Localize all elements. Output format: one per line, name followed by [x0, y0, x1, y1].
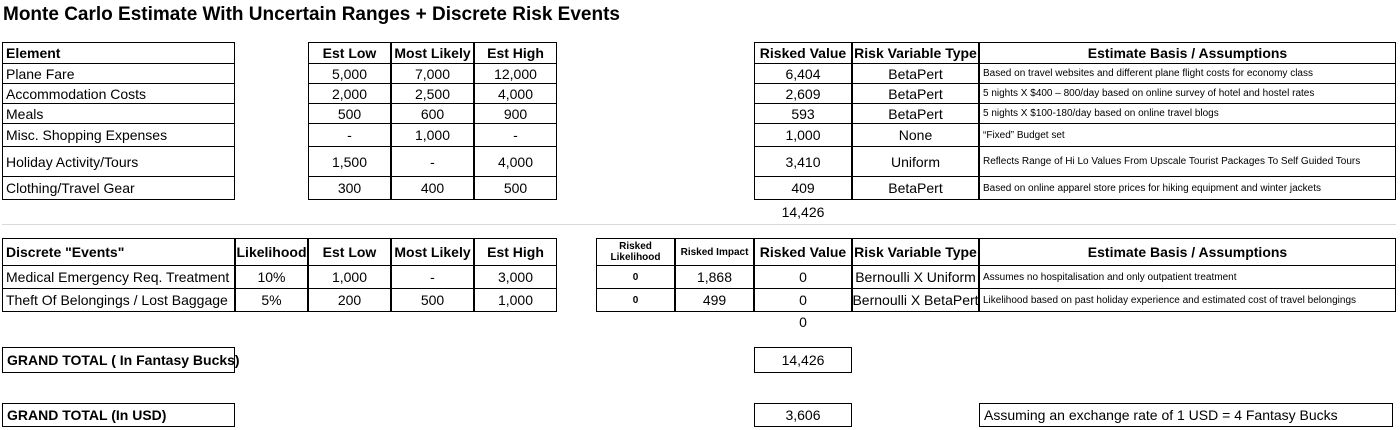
header-basis: Estimate Basis / Assumptions	[979, 238, 1396, 266]
header-risked-value: Risked Value	[754, 238, 852, 266]
cell-est-high: 1,000	[474, 289, 557, 312]
cell-basis: Reflects Range of Hi Lo Values From Upsc…	[979, 147, 1396, 177]
header-est-high: Est High	[474, 238, 557, 266]
header-est-high: Est High	[474, 42, 557, 64]
elements-subtotal: 14,426	[781, 204, 825, 220]
cell-risked-value: 3,410	[754, 147, 852, 177]
cell-risk-type: Bernoulli X BetaPert	[852, 289, 979, 312]
header-risk-variable-type: Risk Variable Type	[852, 238, 979, 266]
header-risk-variable-type: Risk Variable Type	[852, 42, 979, 64]
header-est-low: Est Low	[308, 238, 391, 266]
header-risked-likelihood: Risked Likelihood	[596, 238, 675, 266]
cell-element: Accommodation Costs	[2, 84, 235, 104]
sheet-title: Monte Carlo Estimate With Uncertain Rang…	[3, 4, 620, 25]
cell-est-high: 500	[474, 177, 557, 200]
cell-est-high: 4,000	[474, 84, 557, 104]
grand-total-usd-label: GRAND TOTAL (In USD)	[2, 403, 235, 427]
cell-est-low: 2,000	[308, 84, 391, 104]
cell-risked-value: 593	[754, 104, 852, 124]
cell-est-high: 4,000	[474, 147, 557, 177]
cell-element: Plane Fare	[2, 64, 235, 84]
cell-est-high: 12,000	[474, 64, 557, 84]
header-most-likely: Most Likely	[391, 238, 474, 266]
cell-est-low: 1,500	[308, 147, 391, 177]
grand-total-fb-label: GRAND TOTAL ( In Fantasy Bucks)	[2, 347, 240, 373]
cell-most-likely: 600	[391, 104, 474, 124]
cell-est-low: 5,000	[308, 64, 391, 84]
cell-risked-value: 409	[754, 177, 852, 200]
cell-element: Misc. Shopping Expenses	[2, 124, 235, 147]
header-most-likely: Most Likely	[391, 42, 474, 64]
header-likelihood: Likelihood	[235, 238, 308, 266]
cell-event: Theft Of Belongings / Lost Baggage	[2, 289, 235, 312]
header-est-low: Est Low	[308, 42, 391, 64]
cell-basis: Based on travel websites and different p…	[979, 64, 1396, 84]
cell-est-high: 900	[474, 104, 557, 124]
cell-most-likely: -	[391, 147, 474, 177]
grand-total-fb-value: 14,426	[754, 347, 852, 373]
events-subtotal: 0	[799, 314, 807, 330]
cell-basis: 5 nights X $100-180/day based on online …	[979, 104, 1396, 124]
cell-event: Medical Emergency Req. Treatment	[2, 266, 235, 289]
cell-most-likely: -	[391, 266, 474, 289]
cell-risked-value: 1,000	[754, 124, 852, 147]
cell-most-likely: 500	[391, 289, 474, 312]
header-risked-value: Risked Value	[754, 42, 852, 64]
cell-est-low: 1,000	[308, 266, 391, 289]
cell-risk-type: Bernoulli X Uniform	[852, 266, 979, 289]
cell-risk-type: BetaPert	[852, 104, 979, 124]
cell-element: Meals	[2, 104, 235, 124]
cell-risk-type: None	[852, 124, 979, 147]
cell-risked-impact: 499	[675, 289, 754, 312]
header-event: Discrete "Events"	[2, 238, 235, 266]
cell-risked-impact: 1,868	[675, 266, 754, 289]
cell-basis: 5 nights X $400 – 800/day based on onlin…	[979, 84, 1396, 104]
cell-risk-type: BetaPert	[852, 84, 979, 104]
cell-est-low: 500	[308, 104, 391, 124]
cell-basis: “Fixed” Budget set	[979, 124, 1396, 147]
cell-risked-value: 2,609	[754, 84, 852, 104]
cell-risked-value: 0	[754, 266, 852, 289]
cell-basis: Likelihood based on past holiday experie…	[979, 289, 1396, 312]
cell-element: Holiday Activity/Tours	[2, 147, 235, 177]
cell-likelihood: 10%	[235, 266, 308, 289]
cell-basis: Assumes no hospitalisation and only outp…	[979, 266, 1396, 289]
cell-risked-likelihood: 0	[596, 266, 675, 289]
cell-est-high: 3,000	[474, 266, 557, 289]
cell-most-likely: 1,000	[391, 124, 474, 147]
cell-risked-value: 6,404	[754, 64, 852, 84]
cell-est-low: 200	[308, 289, 391, 312]
cell-likelihood: 5%	[235, 289, 308, 312]
cell-risk-type: Uniform	[852, 147, 979, 177]
cell-risked-likelihood: 0	[596, 289, 675, 312]
header-element: Element	[2, 42, 235, 64]
cell-most-likely: 400	[391, 177, 474, 200]
cell-risk-type: BetaPert	[852, 64, 979, 84]
gridline	[2, 224, 1396, 225]
grand-total-usd-value: 3,606	[754, 403, 852, 427]
header-risked-impact: Risked Impact	[675, 238, 754, 266]
cell-most-likely: 2,500	[391, 84, 474, 104]
cell-est-low: 300	[308, 177, 391, 200]
cell-est-low: -	[308, 124, 391, 147]
exchange-rate-note: Assuming an exchange rate of 1 USD = 4 F…	[979, 403, 1393, 427]
cell-est-high: -	[474, 124, 557, 147]
cell-risk-type: BetaPert	[852, 177, 979, 200]
cell-element: Clothing/Travel Gear	[2, 177, 235, 200]
cell-risked-value: 0	[754, 289, 852, 312]
cell-basis: Based on online apparel store prices for…	[979, 177, 1396, 200]
cell-most-likely: 7,000	[391, 64, 474, 84]
header-basis: Estimate Basis / Assumptions	[979, 42, 1396, 64]
